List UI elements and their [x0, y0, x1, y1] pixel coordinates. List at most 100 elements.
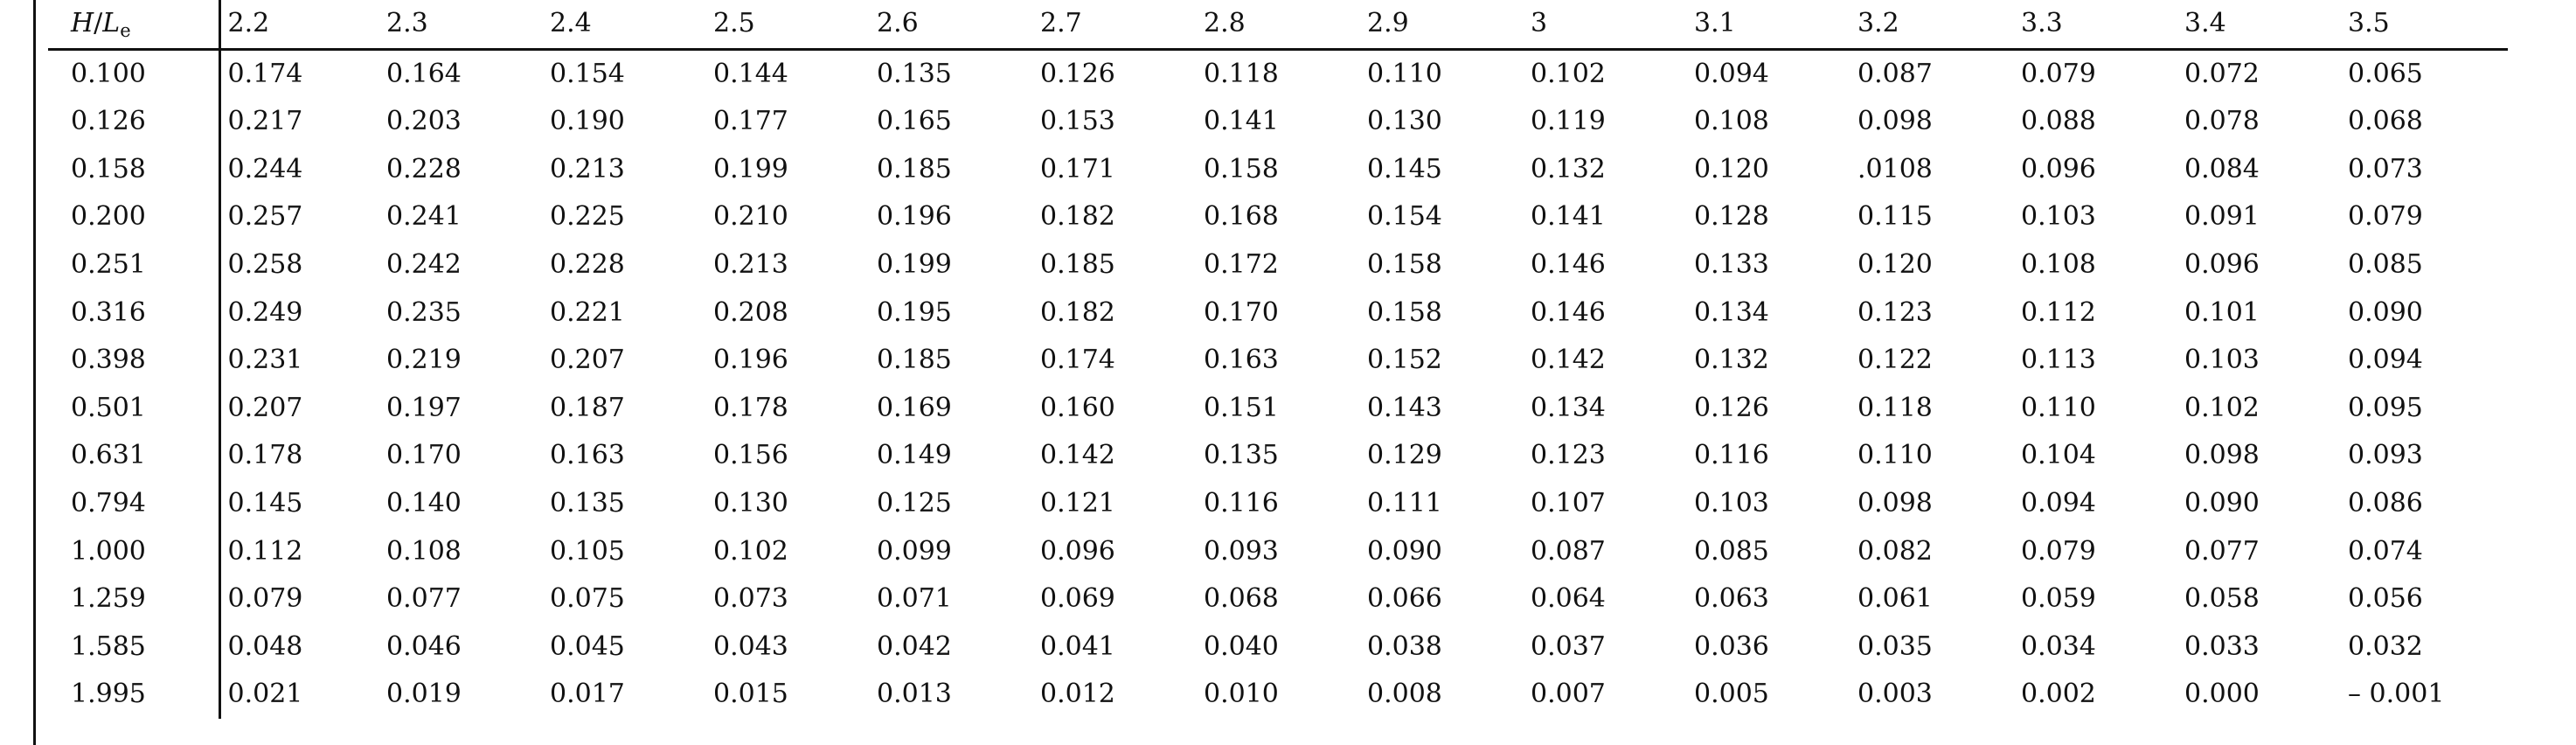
table-cell: 0.040	[1204, 630, 1279, 662]
table-cell: 0.199	[713, 153, 788, 185]
column-header: 3.2	[1854, 0, 2017, 51]
table-cell: 0.069	[1040, 583, 1115, 615]
table-cell: 0.154	[1367, 201, 1442, 233]
table-cell: 0.041	[1040, 630, 1115, 662]
table-cell: 0.102	[713, 535, 788, 567]
table-cell: 0.135	[877, 58, 952, 89]
row-header-sym: L	[102, 8, 121, 38]
table-cell: 0.182	[1040, 296, 1115, 328]
table-cell: 0.090	[1367, 535, 1442, 567]
row-header-sub: e	[120, 20, 131, 41]
table-cell: 0.098	[1857, 106, 1933, 137]
table-cell: 0.146	[1531, 296, 1606, 328]
table-cell: 0.073	[2348, 153, 2423, 185]
table-cell: 0.145	[227, 487, 303, 519]
table-cell: 0.112	[227, 535, 303, 567]
table-cell: 0.133	[1694, 248, 1769, 280]
table-cell: 0.190	[550, 106, 625, 137]
table-cell: 0.010	[1204, 679, 1279, 710]
table-cell: 0.102	[1531, 58, 1606, 89]
table-cell: 0.149	[877, 440, 952, 471]
table-cell: 0.098	[1857, 487, 1933, 519]
table-cell: 0.072	[2184, 58, 2260, 89]
row-header-label: H/Le	[48, 0, 221, 51]
column-header-row: H/Le 2.2 2.3 2.4 2.5 2.6 2.7 2.8 2.9 3 3…	[48, 0, 2508, 51]
table-row: 0.501 0.207 0.197 0.187 0.178 0.169 0.160 0.151…	[48, 384, 2508, 433]
table-cell: 0.257	[227, 201, 303, 233]
table-cell: 0.195	[877, 296, 952, 328]
column-header: 3	[1527, 0, 1691, 51]
table-row: 0.631 0.178 0.170 0.163 0.156 0.149 0.142 0.135…	[48, 432, 2508, 480]
table-cell: 0.032	[2348, 630, 2423, 662]
table-cell: 0.108	[386, 535, 462, 567]
table-cell: 0.043	[713, 630, 788, 662]
table-cell: 0.171	[1040, 153, 1115, 185]
row-label: 0.501	[48, 384, 221, 433]
table-cell: 0.046	[386, 630, 462, 662]
table-cell: 0.142	[1531, 345, 1606, 376]
super-left-sub: e	[273, 0, 283, 1]
table-cell: 0.093	[2348, 440, 2423, 471]
table-cell: 0.144	[713, 58, 788, 89]
table-cell: 0.079	[2021, 58, 2096, 89]
table-cell: 0.118	[1857, 392, 1933, 423]
table-cell: 0.241	[386, 201, 462, 233]
table-cell: 0.163	[1204, 345, 1279, 376]
table-cell: 0.128	[1694, 201, 1769, 233]
table-cell: 0.142	[1040, 440, 1115, 471]
table-cell: – 0.001	[2348, 679, 2445, 710]
table-cell: 0.123	[1531, 440, 1606, 471]
table-cell: 0.035	[1857, 630, 1933, 662]
table-cell: 0.163	[550, 440, 625, 471]
table-cell: 0.007	[1531, 679, 1606, 710]
table-cell: 0.079	[2021, 535, 2096, 567]
table-cell: 0.093	[1204, 535, 1279, 567]
table-cell: 0.134	[1694, 296, 1769, 328]
row-label: 0.631	[48, 432, 221, 480]
table-cell: 0.170	[1204, 296, 1279, 328]
table-row: 0.316 0.249 0.235 0.221 0.208 0.195 0.182 0.170…	[48, 289, 2508, 338]
table-cell: 0.174	[227, 58, 303, 89]
table-cell: 0.000	[2184, 679, 2260, 710]
column-header: 2.7	[1037, 0, 1200, 51]
table-cell: 0.122	[1857, 345, 1933, 376]
table-row: 1.259 0.079 0.077 0.075 0.073 0.071 0.069 0.068…	[48, 575, 2508, 623]
table-cell: 0.091	[2184, 201, 2260, 233]
table-cell: 0.108	[2021, 248, 2096, 280]
table-cell: 0.221	[550, 296, 625, 328]
table-row: 1.585 0.048 0.046 0.045 0.043 0.042 0.041 0.040…	[48, 623, 2508, 672]
column-header: 3.5	[2344, 0, 2508, 51]
table-cell: 0.017	[550, 679, 625, 710]
table-cell: 0.112	[2021, 296, 2096, 328]
table-body: 0.100 0.174 0.164 0.154 0.144 0.135 0.126 0.118…	[48, 49, 2508, 719]
table-row: 1.000 0.112 0.108 0.105 0.102 0.099 0.096 0.093…	[48, 527, 2508, 576]
table-cell: 0.061	[1857, 583, 1933, 615]
table-cell: 0.129	[1367, 440, 1442, 471]
table-cell: 0.145	[1367, 153, 1442, 185]
table-cell: 0.075	[550, 583, 625, 615]
table-cell: 0.151	[1204, 392, 1279, 423]
table-cell: 0.103	[2021, 201, 2096, 233]
table-row: 0.100 0.174 0.164 0.154 0.144 0.135 0.126 0.118…	[48, 49, 2508, 99]
table-cell: 0.058	[2184, 583, 2260, 615]
table-cell: 0.185	[1040, 248, 1115, 280]
column-header: 2.3	[383, 0, 546, 51]
table-cell: 0.203	[386, 106, 462, 137]
table-cell: 0.101	[2184, 296, 2260, 328]
table-row: 0.126 0.217 0.203 0.190 0.177 0.165 0.153 0.141…	[48, 98, 2508, 146]
row-label: 1.259	[48, 575, 221, 623]
table-cell: 0.079	[2348, 201, 2423, 233]
table-cell: 0.110	[1367, 58, 1442, 89]
table-cell: 0.107	[1531, 487, 1606, 519]
table-cell: 0.125	[877, 487, 952, 519]
table-cell: .0108	[1857, 153, 1933, 185]
table-row: 0.251 0.258 0.242 0.228 0.213 0.199 0.185 0.172…	[48, 240, 2508, 289]
table-cell: 0.185	[877, 345, 952, 376]
table-cell: 0.132	[1694, 345, 1769, 376]
table-cell: 0.123	[1857, 296, 1933, 328]
table-cell: 0.098	[2184, 440, 2260, 471]
table-cell: 0.105	[550, 535, 625, 567]
table-cell: 0.197	[386, 392, 462, 423]
table-cell: 0.085	[2348, 248, 2423, 280]
table-cell: 0.210	[713, 201, 788, 233]
